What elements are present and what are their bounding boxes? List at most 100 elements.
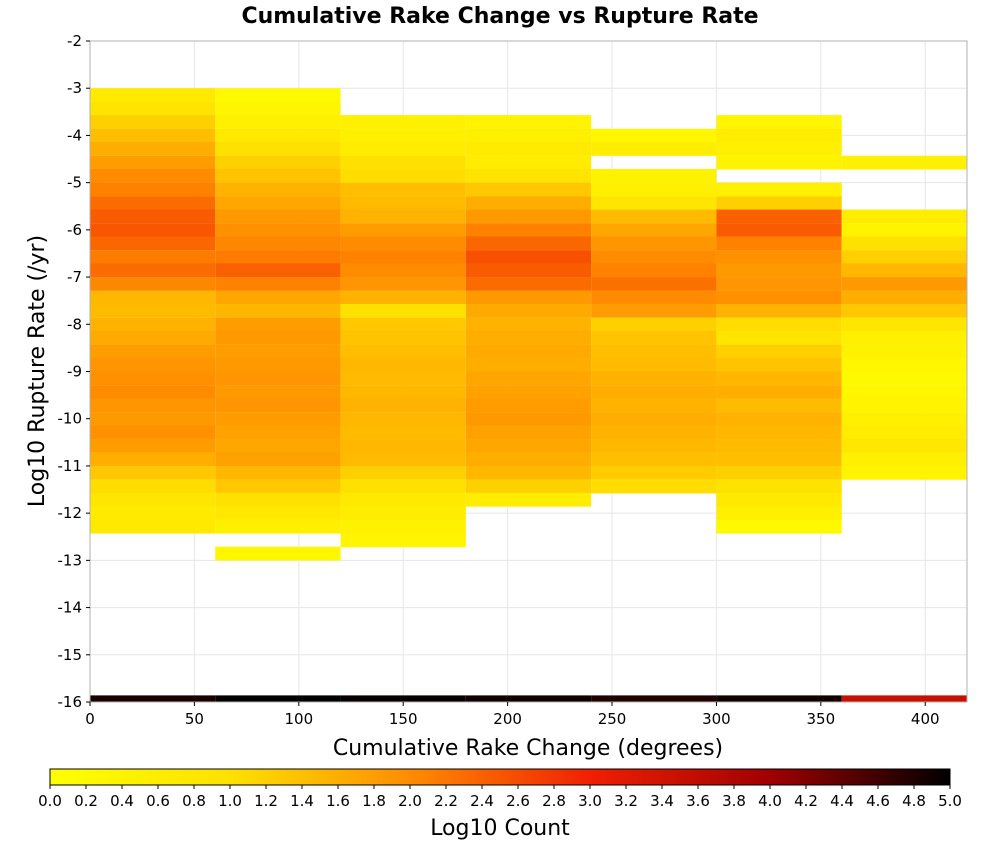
heatmap-cell (215, 519, 341, 534)
y-tick-label: -10 (58, 410, 83, 428)
heatmap-cell (465, 263, 592, 278)
x-tick-label: 350 (807, 710, 836, 728)
heatmap-cell (340, 196, 466, 211)
heatmap-cell (215, 452, 341, 467)
heatmap-cell (90, 250, 216, 264)
heatmap-cell-bottom (465, 695, 592, 702)
heatmap-cell (716, 115, 842, 129)
heatmap-cell (465, 277, 592, 291)
heatmap-cell (340, 250, 466, 264)
x-tick-label: 200 (493, 710, 522, 728)
heatmap-cell (215, 115, 341, 129)
heatmap-cell (716, 439, 842, 453)
heatmap-cell (841, 263, 967, 278)
heatmap-cell (340, 317, 466, 332)
y-tick-label: -2 (67, 32, 82, 50)
heatmap-cell (591, 223, 717, 238)
heatmap-cell (841, 277, 967, 291)
heatmap-cell (340, 168, 466, 183)
colorbar-tick-label: 0.2 (74, 792, 98, 810)
x-axis-label: Cumulative Rake Change (degrees) (333, 736, 723, 761)
heatmap-cell (591, 182, 717, 197)
heatmap-cell (90, 277, 216, 291)
heatmap-cell (90, 263, 216, 278)
colorbar-tick-label: 0.0 (38, 792, 62, 810)
heatmap-cell (340, 533, 466, 548)
heatmap-cell (841, 412, 967, 426)
heatmap-cell (465, 385, 592, 399)
heatmap-cell (465, 182, 592, 197)
heatmap-cell (90, 317, 216, 332)
heatmap-cell (215, 439, 341, 453)
heatmap-cell (591, 425, 717, 440)
heatmap-cell (591, 277, 717, 291)
heatmap-cell (215, 196, 341, 211)
heatmap-cell (841, 317, 967, 332)
heatmap-cell (591, 128, 717, 143)
heatmap-cell (340, 115, 466, 129)
heatmap-cell (591, 371, 717, 386)
heatmap-cell (716, 277, 842, 291)
heatmap-cell (591, 439, 717, 453)
heatmap-cell (716, 452, 842, 467)
colorbar-tick-label: 0.8 (182, 792, 206, 810)
heatmap-cell (215, 506, 341, 521)
heatmap-cell (340, 182, 466, 197)
heatmap-cell (841, 465, 967, 480)
y-tick-label: -12 (58, 504, 83, 522)
heatmap-cell (90, 196, 216, 211)
heatmap-cell (340, 142, 466, 156)
colorbar-tick-label: 5.0 (938, 792, 962, 810)
heatmap-cell (90, 236, 216, 251)
colorbar-tick-label: 4.0 (758, 792, 782, 810)
heatmap-cell (465, 209, 592, 224)
heatmap-cell (716, 479, 842, 494)
heatmap-cell (215, 223, 341, 238)
heatmap-cell (465, 412, 592, 426)
heatmap-cell (465, 115, 592, 129)
heatmap-cell (340, 506, 466, 521)
heatmap-cell (591, 357, 717, 372)
heatmap-cell (340, 155, 466, 170)
y-tick-label: -5 (67, 174, 82, 192)
heatmap-cell-bottom (90, 695, 216, 702)
heatmap-cell (340, 479, 466, 494)
colorbar-ticks: 0.0 0.2 0.4 0.6 0.8 1.0 1.2 1.4 1.6 1.8 2.0 2.2 2.4 2… (38, 785, 962, 810)
heatmap-cell (215, 88, 341, 103)
heatmap-cell (215, 290, 341, 305)
heatmap-cell (340, 519, 466, 534)
heatmap-cell (591, 385, 717, 399)
heatmap-cell (90, 492, 216, 507)
heatmap-cell (340, 128, 466, 143)
heatmap-cell (591, 398, 717, 413)
colorbar (49, 768, 951, 786)
colorbar-tick-label: 0.6 (146, 792, 170, 810)
heatmap-cell (340, 492, 466, 507)
heatmap-cell (841, 303, 967, 318)
colorbar-tick-label: 2.0 (398, 792, 422, 810)
heatmap-cell (841, 330, 967, 345)
heatmap-cell (215, 236, 341, 251)
heatmap-cell (215, 398, 341, 413)
colorbar-tick-label: 1.8 (362, 792, 386, 810)
heatmap-cell (465, 317, 592, 332)
heatmap-cell (465, 357, 592, 372)
colorbar-tick-label: 0.4 (110, 792, 134, 810)
heatmap-cell (841, 452, 967, 467)
heatmap-cell (465, 371, 592, 386)
heatmap-cell (340, 263, 466, 278)
heatmap-cell (215, 546, 341, 561)
heatmap-cell (841, 357, 967, 372)
heatmap-cell (716, 371, 842, 386)
y-tick-label: -7 (67, 268, 82, 286)
heatmap-cell (841, 250, 967, 264)
heatmap-cell (90, 465, 216, 480)
heatmap-cell (716, 357, 842, 372)
heatmap-cell (215, 128, 341, 143)
heatmap-cell (716, 519, 842, 534)
colorbar-tick-label: 4.6 (866, 792, 890, 810)
colorbar-tick-label: 3.4 (650, 792, 674, 810)
heatmap-cell (841, 371, 967, 386)
heatmap-cell (340, 223, 466, 238)
heatmap-cell (215, 209, 341, 224)
